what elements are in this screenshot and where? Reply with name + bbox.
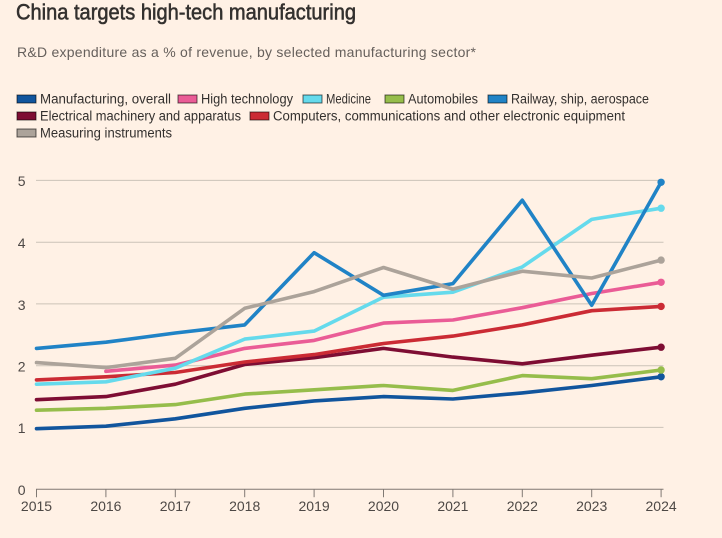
svg-text:Railway, ship, aerospace: Railway, ship, aerospace	[511, 92, 649, 107]
svg-text:Electrical machinery and appar: Electrical machinery and apparatus	[40, 109, 241, 124]
svg-text:2023: 2023	[576, 498, 607, 514]
svg-text:China targets high-tech manufa: China targets high-tech manufacturing	[16, 0, 356, 25]
svg-text:2024: 2024	[646, 498, 677, 514]
svg-text:2018: 2018	[229, 498, 260, 514]
svg-text:R&D expenditure as a % of reve: R&D expenditure as a % of revenue, by se…	[17, 44, 477, 60]
svg-text:2: 2	[18, 359, 26, 375]
svg-text:Manufacturing, overall: Manufacturing, overall	[40, 92, 171, 107]
svg-text:2017: 2017	[160, 498, 191, 514]
svg-text:Computers, communications and: Computers, communications and other elec…	[273, 109, 625, 124]
svg-text:High technology: High technology	[201, 92, 293, 107]
svg-text:4: 4	[18, 235, 26, 251]
svg-text:2015: 2015	[21, 498, 52, 514]
svg-text:2021: 2021	[437, 498, 468, 514]
svg-text:5: 5	[18, 173, 26, 189]
svg-text:Medicine: Medicine	[326, 92, 371, 107]
svg-text:3: 3	[18, 297, 26, 313]
svg-text:2019: 2019	[299, 498, 330, 514]
svg-text:2016: 2016	[90, 498, 121, 514]
svg-text:2022: 2022	[507, 498, 538, 514]
svg-text:Automobiles: Automobiles	[408, 92, 478, 107]
svg-text:0: 0	[18, 482, 26, 498]
svg-text:1: 1	[18, 420, 26, 436]
svg-text:Measuring instruments: Measuring instruments	[40, 126, 172, 141]
svg-text:2020: 2020	[368, 498, 399, 514]
